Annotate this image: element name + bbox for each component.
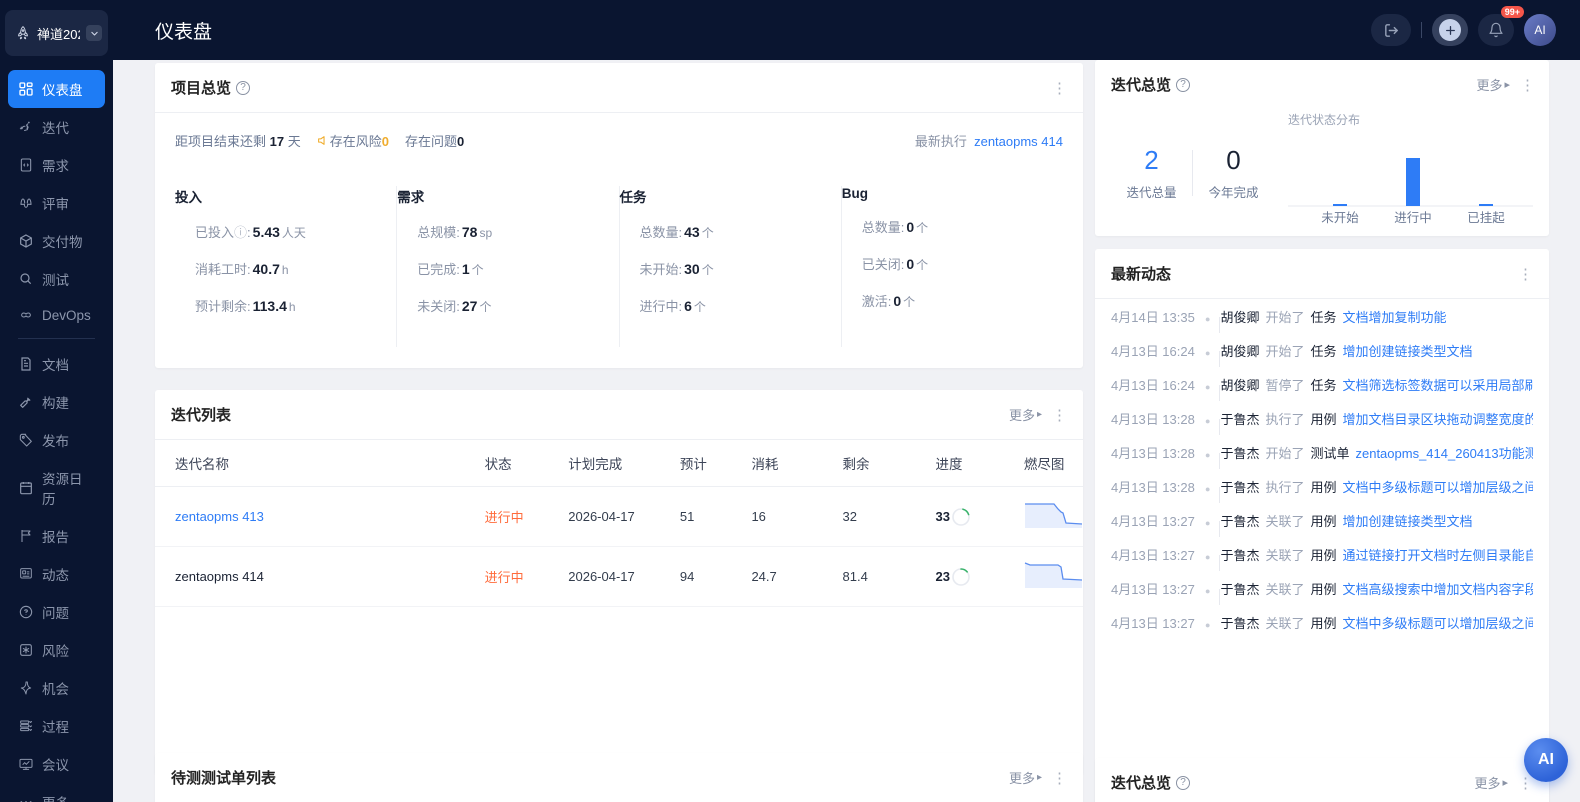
svg-text:未开始: 未开始 (1321, 211, 1359, 225)
svg-text:已挂起: 已挂起 (1467, 211, 1505, 225)
svg-text:进行中: 进行中 (1394, 210, 1432, 225)
